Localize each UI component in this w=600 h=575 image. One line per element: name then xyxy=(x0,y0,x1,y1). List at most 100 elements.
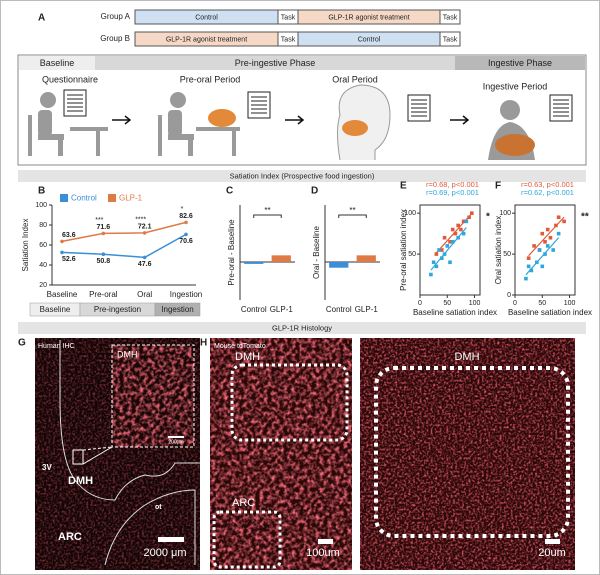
x-tick-label: 100 xyxy=(469,300,481,307)
y-axis-label: Oral - Baseline xyxy=(312,226,321,279)
y-axis-label: Satiation Index xyxy=(21,219,30,272)
region-label: ARC xyxy=(232,497,255,509)
timeline-segment xyxy=(439,31,461,47)
segment-label: Control xyxy=(358,36,381,43)
plot-frame xyxy=(419,204,481,296)
section-bar xyxy=(18,322,586,334)
stat-label: r=0.68, p<0.001 xyxy=(426,180,479,189)
point xyxy=(101,231,106,236)
legend-label: GLP-1 xyxy=(119,194,143,203)
stat-label: r=0.62, p<0.001 xyxy=(521,188,574,197)
y-tick-label: 50 xyxy=(503,251,511,258)
panel-label: C xyxy=(226,186,233,197)
point xyxy=(184,220,188,225)
bar xyxy=(329,262,349,268)
region-label: 3V xyxy=(42,463,52,472)
section-title: Satiation Index (Prospective food ingest… xyxy=(230,171,375,180)
point xyxy=(442,235,447,240)
region-label: ot xyxy=(155,504,162,511)
y-tick-label: 100 xyxy=(35,202,47,209)
point xyxy=(456,235,460,240)
point xyxy=(142,255,147,260)
point xyxy=(467,215,471,220)
step-label: Oral Period xyxy=(332,74,378,84)
segment-label: Task xyxy=(443,36,458,43)
y-axis-label: Pre-oral satiation index xyxy=(399,209,408,291)
point xyxy=(442,252,447,256)
y-tick-label: 40 xyxy=(39,262,47,269)
point xyxy=(431,260,436,265)
image-title: Mouse tdTomato xyxy=(214,343,266,350)
phase-bar xyxy=(154,302,201,317)
x-tick-label: GLP-1 xyxy=(355,305,379,314)
point xyxy=(450,227,455,232)
panel-label: G xyxy=(18,338,26,349)
bar xyxy=(244,262,264,264)
point xyxy=(556,215,561,220)
significance-bracket xyxy=(253,214,282,218)
scale-label: 2000 μm xyxy=(143,547,186,559)
legend-swatch xyxy=(108,194,116,202)
point xyxy=(60,250,64,255)
point xyxy=(429,272,433,277)
scale-label: 100um xyxy=(306,547,340,559)
phase-bar xyxy=(95,56,455,70)
stat-label: r=0.69, p<0.001 xyxy=(426,188,479,197)
phase-label: Pre-ingestive Phase xyxy=(235,58,316,68)
value-label: 50.8 xyxy=(97,258,111,265)
panel-label: F xyxy=(495,181,501,192)
point xyxy=(543,252,547,256)
phase-bar xyxy=(455,56,585,70)
value-label: 82.6 xyxy=(179,213,193,220)
x-tick-label: 0 xyxy=(513,300,517,307)
point xyxy=(562,219,566,224)
point xyxy=(448,240,452,244)
value-label: 70.6 xyxy=(179,238,193,245)
section-title: GLP-1R Histology xyxy=(272,323,332,332)
value-label: 63.6 xyxy=(62,232,76,239)
phase-label: Ingestive Phase xyxy=(488,58,552,68)
segment-label: Control xyxy=(195,14,218,21)
point xyxy=(448,260,452,265)
x-tick-label: 0 xyxy=(418,300,422,307)
x-tick-label: Control xyxy=(241,305,267,314)
region-label: ARC xyxy=(58,531,82,543)
point xyxy=(537,248,542,252)
point xyxy=(540,264,545,269)
significance-bracket xyxy=(338,214,367,218)
point xyxy=(529,268,534,273)
x-tick-label: 100 xyxy=(564,300,576,307)
point xyxy=(440,248,444,252)
significance: **** xyxy=(135,217,146,224)
inset-label: DMH xyxy=(117,349,138,359)
segment-label: GLP-1R agonist treatment xyxy=(166,36,247,43)
x-tick-label: Control xyxy=(326,305,352,314)
point xyxy=(556,231,561,236)
step-label: Questionnaire xyxy=(42,74,98,84)
point xyxy=(184,232,188,237)
point xyxy=(535,260,539,265)
significance: ** xyxy=(581,212,589,223)
point xyxy=(440,256,444,260)
point xyxy=(464,219,469,224)
step-label: Pre-oral Period xyxy=(180,74,241,84)
point xyxy=(461,231,466,236)
y-axis-label: Pre-oral - Baseline xyxy=(227,219,236,286)
point xyxy=(526,256,531,260)
x-tick-label: GLP-1 xyxy=(270,305,294,314)
significance: * xyxy=(181,206,184,213)
bar xyxy=(356,255,376,262)
y-tick-label: 0 xyxy=(507,292,511,299)
point xyxy=(459,227,463,232)
point xyxy=(554,223,558,228)
point xyxy=(540,231,545,236)
scale-bar xyxy=(318,539,333,544)
trend-line xyxy=(528,216,565,257)
x-axis-label: Baseline satiation index xyxy=(413,308,497,317)
point xyxy=(434,264,439,269)
histology-images xyxy=(35,338,575,570)
significance: * xyxy=(486,212,490,223)
point xyxy=(437,248,441,252)
point xyxy=(548,235,553,240)
